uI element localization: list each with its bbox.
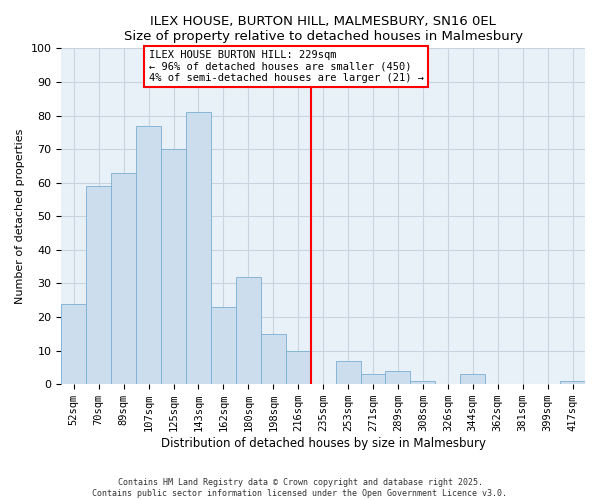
Bar	[335, 360, 361, 384]
Bar	[385, 371, 410, 384]
Title: ILEX HOUSE, BURTON HILL, MALMESBURY, SN16 0EL
Size of property relative to detac: ILEX HOUSE, BURTON HILL, MALMESBURY, SN1…	[124, 15, 523, 43]
Bar	[236, 276, 261, 384]
Bar	[61, 304, 86, 384]
Bar	[460, 374, 485, 384]
Bar	[136, 126, 161, 384]
Bar	[361, 374, 385, 384]
Bar	[111, 172, 136, 384]
Bar	[410, 381, 436, 384]
Y-axis label: Number of detached properties: Number of detached properties	[15, 128, 25, 304]
Bar	[286, 350, 311, 384]
Bar	[86, 186, 111, 384]
Bar	[211, 307, 236, 384]
Bar	[161, 149, 186, 384]
X-axis label: Distribution of detached houses by size in Malmesbury: Distribution of detached houses by size …	[161, 437, 485, 450]
Text: ILEX HOUSE BURTON HILL: 229sqm
← 96% of detached houses are smaller (450)
4% of : ILEX HOUSE BURTON HILL: 229sqm ← 96% of …	[149, 50, 424, 83]
Bar	[560, 381, 585, 384]
Text: Contains HM Land Registry data © Crown copyright and database right 2025.
Contai: Contains HM Land Registry data © Crown c…	[92, 478, 508, 498]
Bar	[186, 112, 211, 384]
Bar	[261, 334, 286, 384]
